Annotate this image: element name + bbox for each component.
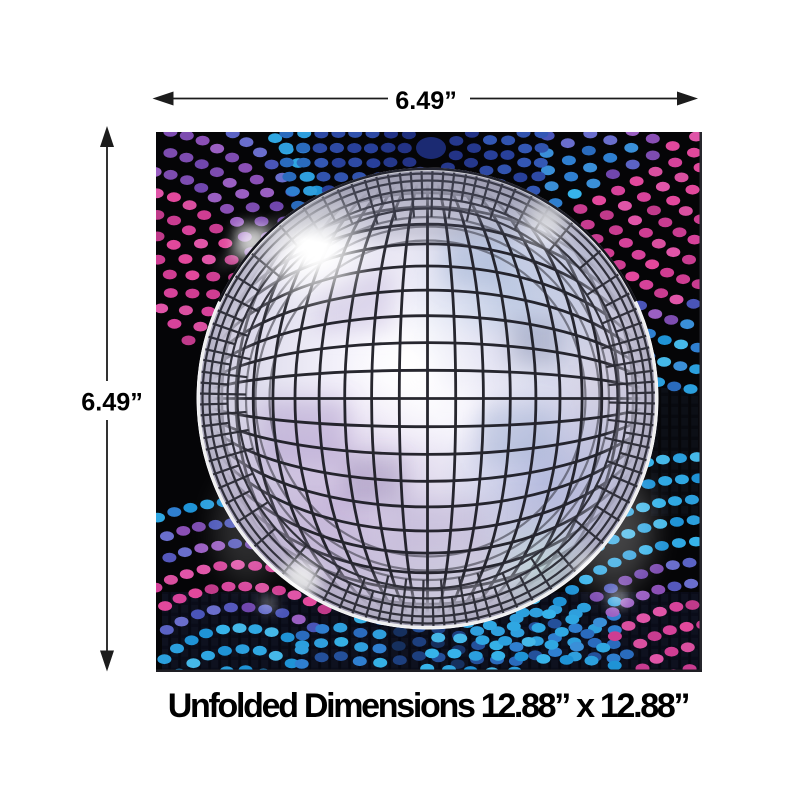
svg-text:Unfolded Dimensions 12.88” x 1: Unfolded Dimensions 12.88” x 12.88” (168, 687, 689, 725)
svg-text:6.49”: 6.49” (395, 87, 457, 115)
svg-text:6.49”: 6.49” (81, 389, 143, 417)
